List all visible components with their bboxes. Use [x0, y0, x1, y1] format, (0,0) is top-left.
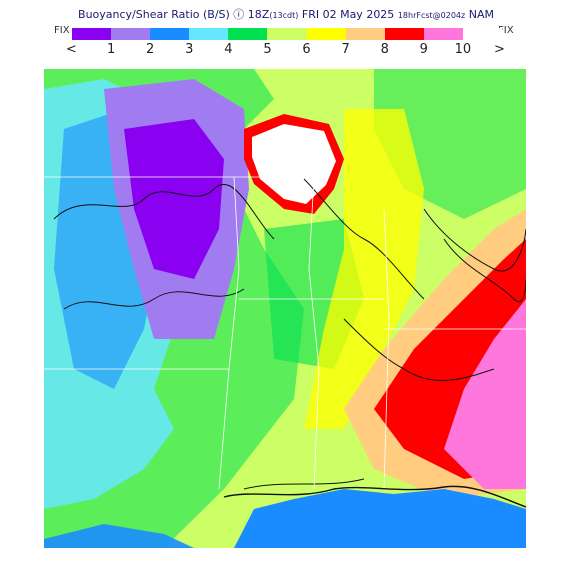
contour-line	[303, 178, 425, 300]
map-svg	[44, 69, 526, 548]
map-panel	[44, 69, 526, 548]
scale-ticks: 1 2 3 4 5 6 7 8 9 10	[60, 42, 510, 58]
scale-tick-label: 9	[419, 42, 428, 57]
scale-swatch	[150, 28, 190, 40]
scale-swatch	[306, 28, 346, 40]
scale-swatch	[267, 28, 307, 40]
coastline	[223, 485, 526, 508]
scale-swatch	[189, 28, 229, 40]
scale-swatch	[228, 28, 268, 40]
fix-right-button[interactable]: FIX	[498, 25, 514, 36]
scale-tick-label: 3	[185, 42, 194, 57]
state-boundaries	[44, 176, 526, 490]
scale-tick-label: 10	[454, 42, 472, 57]
state-line	[218, 176, 240, 490]
scale-swatch	[345, 28, 385, 40]
scale-tick-label: 1	[106, 42, 116, 57]
scale-swatch	[72, 28, 112, 40]
scale-swatch	[423, 28, 463, 40]
contour-line	[443, 238, 526, 302]
title-main: Buoyancy/Shear Ratio (B/S) ⓘ 18Z	[78, 8, 270, 21]
field-purple-core	[124, 119, 224, 279]
field-gulf-blue	[234, 489, 526, 548]
prev-button[interactable]: <	[66, 42, 77, 57]
field-white-north	[252, 124, 336, 204]
contour-line	[343, 318, 495, 382]
scale-swatch	[384, 28, 424, 40]
contour-lines	[53, 178, 526, 490]
scale-tick-label: 8	[380, 42, 389, 57]
contour-line	[243, 478, 365, 490]
fix-left-button[interactable]: FIX	[54, 25, 70, 36]
field-yellow-band	[304, 109, 424, 429]
state-line	[383, 208, 390, 490]
state-line	[308, 176, 320, 490]
title-forecast: 18hrFcst@0204z	[397, 11, 466, 20]
contour-line	[423, 208, 526, 272]
scale-swatch	[111, 28, 151, 40]
scale-tick-label: 7	[341, 42, 350, 57]
map-title: Buoyancy/Shear Ratio (B/S) ⓘ 18Z(13cdt) …	[0, 6, 572, 22]
contour-line	[53, 183, 275, 240]
scale-tick-label: 4	[224, 42, 233, 57]
field-pink-southeast	[444, 299, 526, 489]
scale-tick-label: 5	[263, 42, 272, 57]
title-run: (13cdt)	[269, 11, 299, 20]
color-scale	[72, 28, 503, 40]
title-model: NAM	[468, 8, 494, 21]
scale-tick-label: 6	[302, 42, 311, 57]
field-blue-southwest	[44, 524, 194, 548]
next-button[interactable]: >	[494, 42, 505, 57]
scale-tick-label: 2	[146, 42, 155, 57]
contour-line	[63, 288, 245, 310]
title-date: FRI 02 May 2025	[298, 8, 395, 21]
scale-swatch	[462, 28, 503, 40]
